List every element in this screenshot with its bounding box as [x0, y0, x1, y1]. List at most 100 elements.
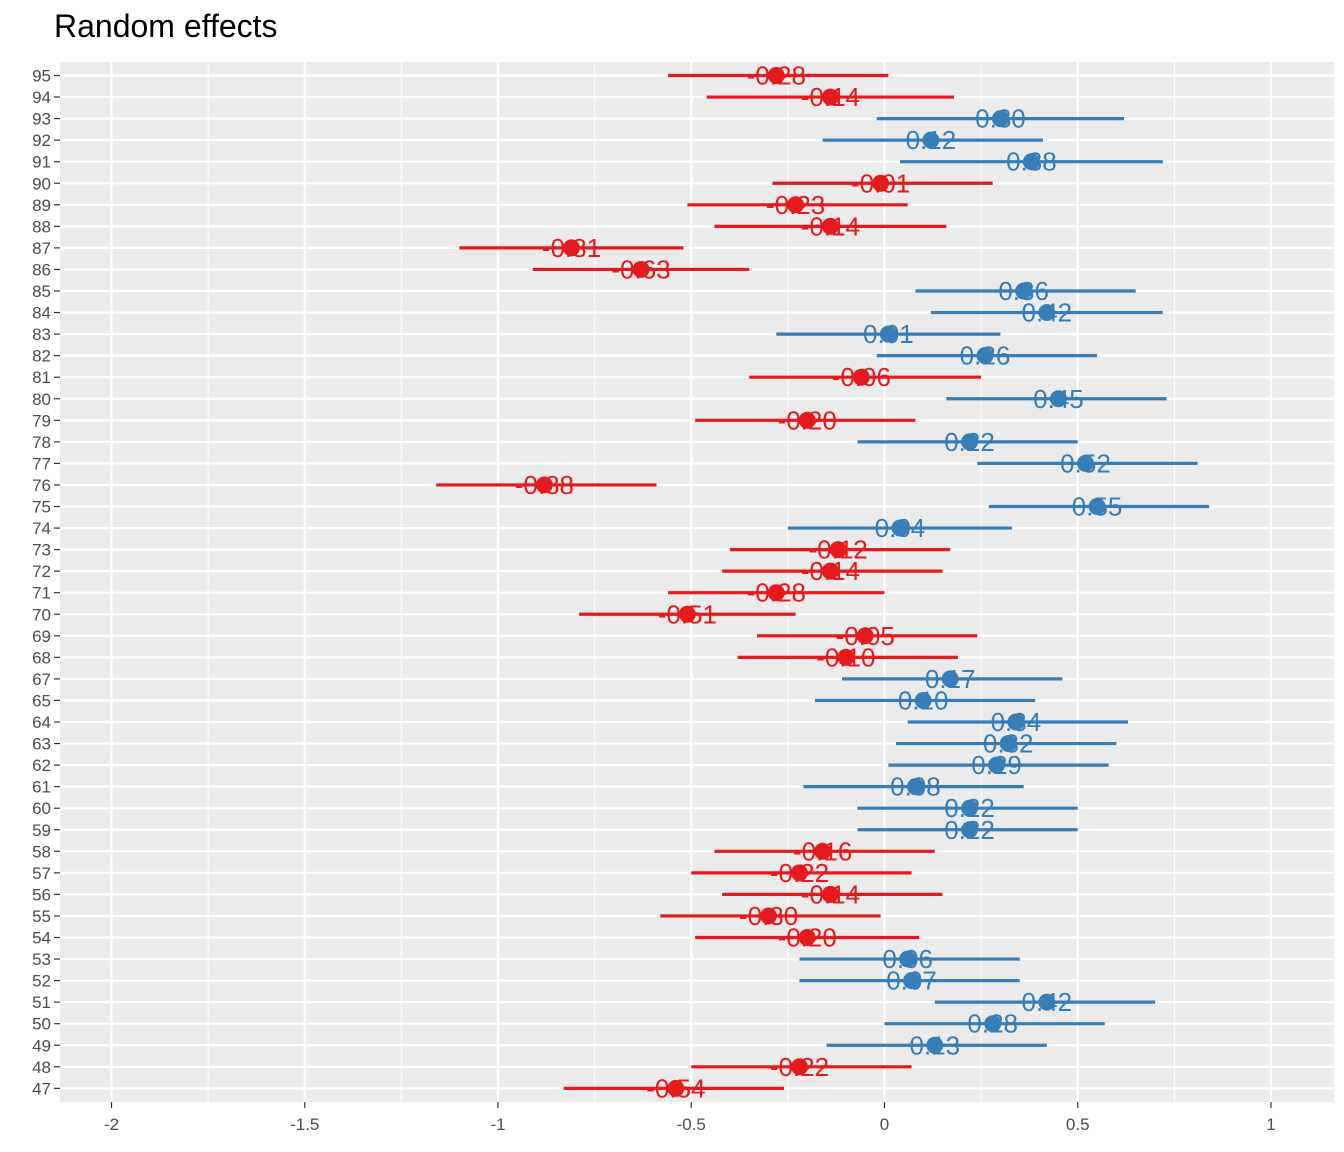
y-tick-label: 95 — [32, 67, 51, 86]
estimate-point — [961, 433, 979, 451]
estimate-point — [814, 842, 832, 860]
estimate-point — [988, 756, 1006, 774]
chart-title: Random effects — [54, 8, 278, 44]
estimate-point — [879, 325, 897, 343]
y-tick-label: 55 — [32, 907, 51, 926]
y-tick-label: 63 — [32, 735, 51, 754]
estimate-point — [941, 670, 959, 688]
estimate-point — [1038, 304, 1056, 322]
estimate-point — [922, 131, 940, 149]
estimate-point — [999, 735, 1017, 753]
x-tick-label: -1.5 — [290, 1115, 319, 1134]
estimate-point — [961, 799, 979, 817]
estimate-point — [984, 1015, 1002, 1033]
estimate-point — [1015, 282, 1033, 300]
estimate-point — [760, 907, 778, 925]
y-tick-label: 88 — [32, 217, 51, 236]
estimate-point — [678, 605, 696, 623]
x-tick-label: 0.5 — [1066, 1115, 1090, 1134]
y-tick-label: 70 — [32, 605, 51, 624]
y-tick-label: 76 — [32, 476, 51, 495]
y-tick-label: 94 — [32, 88, 51, 107]
estimate-point — [906, 778, 924, 796]
y-tick-label: 68 — [32, 648, 51, 667]
estimate-point — [1049, 390, 1067, 408]
estimate-point — [667, 1079, 685, 1097]
y-tick-label: 78 — [32, 433, 51, 452]
y-tick-label: 60 — [32, 799, 51, 818]
y-tick-label: 50 — [32, 1015, 51, 1034]
estimate-point — [1038, 993, 1056, 1011]
x-tick-label: -2 — [104, 1115, 119, 1134]
y-tick-label: 58 — [32, 842, 51, 861]
y-tick-label: 83 — [32, 325, 51, 344]
plot-panel — [60, 62, 1334, 1102]
y-tick-label: 48 — [32, 1058, 51, 1077]
y-tick-label: 92 — [32, 131, 51, 150]
estimate-point — [821, 88, 839, 106]
x-tick-label: 0 — [880, 1115, 889, 1134]
y-tick-label: 79 — [32, 411, 51, 430]
y-tick-label: 69 — [32, 627, 51, 646]
estimate-point — [961, 821, 979, 839]
estimate-point — [1088, 498, 1106, 515]
y-tick-label: 80 — [32, 390, 51, 409]
estimate-point — [899, 950, 917, 968]
estimate-point — [562, 239, 580, 257]
estimate-point — [891, 519, 909, 537]
estimate-point — [632, 260, 650, 278]
estimate-point — [1076, 454, 1094, 472]
y-tick-label: 54 — [32, 929, 51, 948]
y-tick-label: 49 — [32, 1036, 51, 1055]
y-tick-label: 47 — [32, 1079, 51, 1098]
y-tick-label: 71 — [32, 584, 51, 603]
y-tick-label: 65 — [32, 691, 51, 710]
x-tick-label: -0.5 — [677, 1115, 706, 1134]
estimate-point — [991, 110, 1009, 128]
y-tick-label: 81 — [32, 368, 51, 387]
estimate-point — [767, 67, 785, 84]
estimate-point — [1022, 153, 1040, 171]
x-tick-label: 1 — [1266, 1115, 1275, 1134]
estimate-point — [821, 885, 839, 903]
point-layer — [535, 67, 1106, 1097]
y-tick-label: 73 — [32, 541, 51, 560]
estimate-point — [1007, 713, 1025, 731]
y-tick-label: 64 — [32, 713, 51, 732]
y-tick-label: 74 — [32, 519, 51, 538]
y-tick-label: 87 — [32, 239, 51, 258]
y-tick-label: 72 — [32, 562, 51, 581]
y-tick-label: 85 — [32, 282, 51, 301]
estimate-point — [837, 648, 855, 666]
estimate-point — [821, 217, 839, 235]
estimate-point — [787, 196, 805, 214]
y-tick-label: 93 — [32, 110, 51, 129]
estimate-point — [798, 929, 816, 946]
y-tick-label: 51 — [32, 993, 51, 1012]
estimate-point — [790, 1058, 808, 1076]
estimate-point — [829, 541, 847, 559]
y-tick-label: 52 — [32, 972, 51, 991]
estimate-point — [872, 174, 890, 192]
y-tick-label: 61 — [32, 778, 51, 797]
y-tick-label: 75 — [32, 498, 51, 517]
y-tick-label: 77 — [32, 454, 51, 473]
y-tick-label: 67 — [32, 670, 51, 689]
estimate-point — [790, 864, 808, 882]
y-tick-label: 91 — [32, 153, 51, 172]
estimate-point — [856, 627, 874, 645]
y-tick-label: 86 — [32, 260, 51, 279]
axis-layer: -2 -1.5 -1 -0.5 0 0.5 1 95 94 93 92 91 90 89 88 87 86 85 8… — [32, 67, 1276, 1135]
estimate-point — [926, 1036, 944, 1054]
y-tick-label: 53 — [32, 950, 51, 969]
y-tick-label: 62 — [32, 756, 51, 775]
y-tick-label: 59 — [32, 821, 51, 840]
x-tick-label: -1 — [490, 1115, 505, 1134]
estimate-point — [821, 562, 839, 580]
y-tick-label: 82 — [32, 347, 51, 366]
estimate-point — [798, 411, 816, 429]
estimate-point — [914, 691, 932, 709]
y-tick-label: 89 — [32, 196, 51, 215]
y-tick-label: 84 — [32, 304, 51, 323]
